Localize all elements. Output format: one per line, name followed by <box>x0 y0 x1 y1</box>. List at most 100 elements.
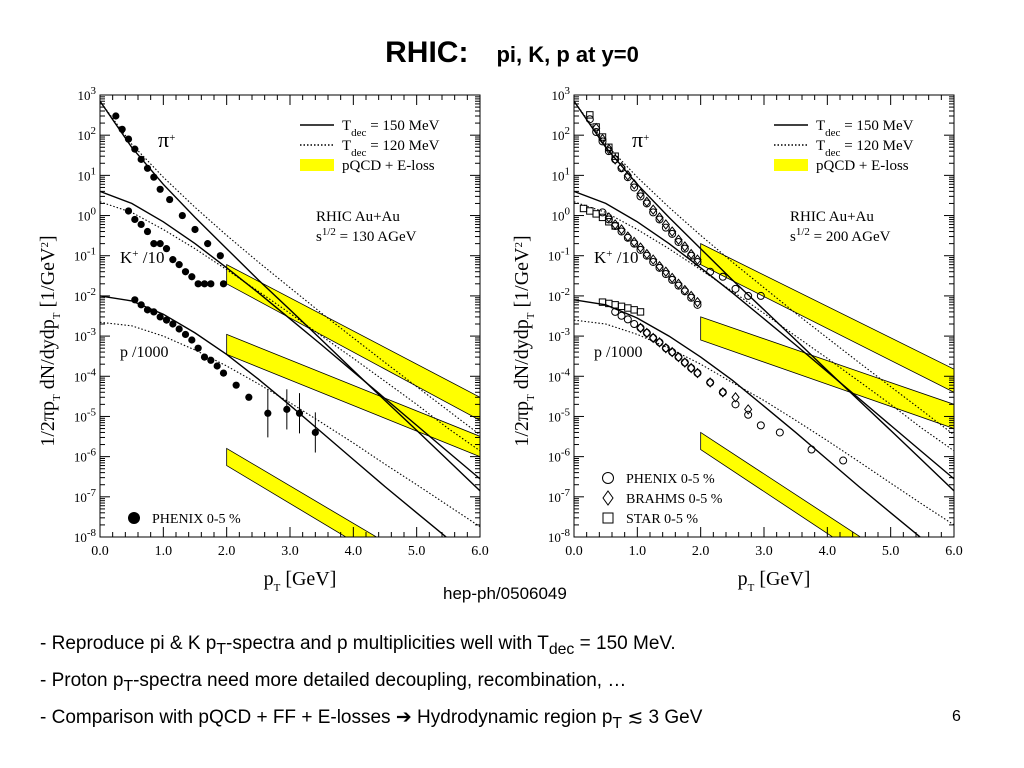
x-axis-label: pT [GeV] <box>738 568 811 594</box>
data-point <box>775 428 784 437</box>
data-point <box>131 296 139 304</box>
data-point <box>592 122 601 134</box>
data-point <box>598 133 607 141</box>
data-point <box>636 192 645 201</box>
curves <box>100 100 480 537</box>
curve-tdec-150 <box>100 295 448 537</box>
data-point <box>191 225 199 234</box>
data-point <box>592 210 600 218</box>
data-point <box>213 362 221 370</box>
data-point <box>175 325 183 333</box>
data-point <box>623 173 632 182</box>
data-point <box>617 227 626 236</box>
data-point <box>143 227 152 236</box>
data-point <box>175 261 183 269</box>
data-point <box>655 337 664 348</box>
label-proton: p /1000 <box>120 344 168 361</box>
x-tick-label: 0.0 <box>565 544 583 559</box>
data-point <box>655 215 664 224</box>
data-point <box>649 208 658 217</box>
data-point <box>674 281 683 290</box>
arrow-icon: ➔ <box>395 706 412 728</box>
data-point <box>706 378 715 387</box>
data-point <box>636 322 645 334</box>
marker-legend: PHENIX 0-5 % BRAHMS 0-5 % STAR 0-5 % <box>602 472 723 527</box>
y-tick-label: 101 <box>78 165 97 183</box>
data-point <box>194 280 202 288</box>
data-point <box>807 445 816 454</box>
data-point <box>188 273 196 281</box>
legend-marker-label: PHENIX 0-5 % <box>152 512 241 527</box>
data-point <box>706 267 715 276</box>
data-point <box>219 280 228 288</box>
bullet-2: - Proton pT-spectra need more detailed d… <box>40 669 627 695</box>
x-tick-label: 5.0 <box>408 544 426 559</box>
label-kaon: K+ /10 <box>594 248 638 267</box>
data-point <box>232 381 240 389</box>
y-tick-label: 10-6 <box>74 447 97 465</box>
data-point <box>162 316 171 324</box>
data-point <box>693 367 702 379</box>
data-point <box>181 330 190 339</box>
label-proton: p /1000 <box>594 344 642 361</box>
label-kaon: K+ /10 <box>120 248 164 267</box>
legend-marker-label: PHENIX 0-5 % <box>626 472 715 487</box>
data-point <box>156 240 164 248</box>
data-point <box>586 207 594 215</box>
data-point <box>731 391 740 403</box>
particle-labels: π+ K+ /10 p /1000 <box>120 127 175 361</box>
data-point <box>592 123 600 131</box>
data-point <box>611 222 619 230</box>
data-point <box>636 323 645 332</box>
legend-label: pQCD + E-loss <box>342 158 435 174</box>
data-point <box>630 236 639 248</box>
data-point <box>661 270 670 279</box>
legend-marker <box>602 490 614 506</box>
x-tick-label: 3.0 <box>755 544 773 559</box>
data-point <box>661 266 670 278</box>
legend-label: Tdec = 120 MeV <box>342 138 440 159</box>
data-point <box>623 231 632 242</box>
x-tick-label: 6.0 <box>471 544 489 559</box>
data-point <box>674 353 683 362</box>
reference-citation: hep-ph/0506049 <box>443 584 567 603</box>
data-point <box>680 241 689 252</box>
data-point <box>642 248 651 260</box>
curve-tdec-150 <box>574 299 922 537</box>
y-tick-label: 10-1 <box>548 246 570 264</box>
data-point <box>839 456 848 465</box>
data-point <box>731 400 740 409</box>
data-point <box>661 219 670 230</box>
pqcd-band <box>226 447 378 537</box>
data-point <box>687 290 696 302</box>
data-point <box>118 125 126 133</box>
page-number: 6 <box>952 708 961 725</box>
y-tick-label: 10-8 <box>74 527 97 545</box>
data-point <box>200 353 209 361</box>
data-point <box>617 161 626 173</box>
data-point <box>598 137 607 146</box>
data-point <box>687 362 696 374</box>
data-point <box>604 147 613 156</box>
data-point <box>200 280 209 288</box>
y-tick-label: 10-5 <box>74 406 97 424</box>
data-point <box>706 377 715 388</box>
data-point <box>611 152 619 160</box>
data-point <box>680 244 689 253</box>
x-tick-label: 3.0 <box>281 544 299 559</box>
data-point <box>611 154 620 165</box>
data-point <box>623 315 632 324</box>
slide-title: RHIC: <box>385 36 469 69</box>
data-point <box>674 237 683 246</box>
pqcd-band <box>700 316 954 429</box>
data-point <box>150 308 158 316</box>
y-tick-label: 10-8 <box>548 527 571 545</box>
data-point <box>617 311 626 320</box>
data-point <box>124 207 133 215</box>
chart-left: 0.0 1.0 2.0 3.0 4.0 5.0 6.0 10-8 10-7 10-6 10-5 10-… <box>37 85 489 594</box>
annotation-energy: s1/2 = 200 AGeV <box>790 226 891 245</box>
data-points <box>579 111 848 465</box>
y-tick-label: 10-4 <box>74 366 97 384</box>
annotation-system: RHIC Au+Au <box>790 209 874 225</box>
